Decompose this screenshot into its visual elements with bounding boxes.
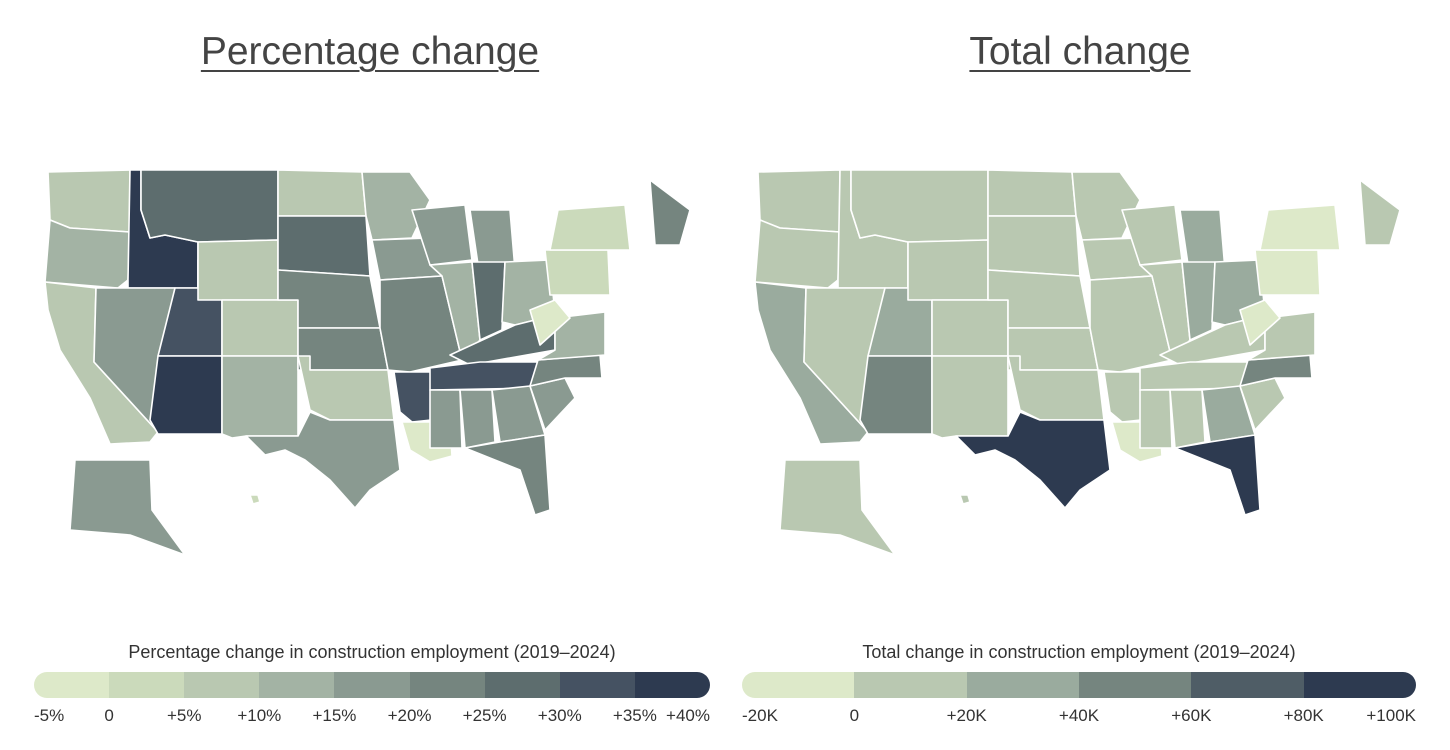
- state-wa: [47, 169, 131, 233]
- state-ok: [297, 355, 395, 421]
- legend-tick-label: +60K: [1171, 706, 1212, 725]
- state-pa: [544, 249, 611, 296]
- legend-swatch: [1303, 672, 1416, 698]
- state-fl: [1174, 434, 1261, 516]
- state-tx: [245, 411, 401, 509]
- legend-swatch: [334, 672, 410, 698]
- state-mt: [850, 169, 989, 243]
- state-wy: [907, 239, 989, 301]
- legend-swatch: [1078, 672, 1192, 698]
- state-ak: [69, 459, 186, 556]
- legend-tick-label: +80K: [1283, 706, 1324, 725]
- legend-tick-label: +20K: [946, 706, 987, 725]
- state-wv: [529, 299, 571, 346]
- state-ms: [429, 389, 463, 449]
- legend-title-percentage: Percentage change in construction employ…: [128, 642, 616, 662]
- state-az: [859, 355, 933, 435]
- state-me: [1359, 179, 1401, 246]
- state-wi: [411, 204, 473, 266]
- state-wa: [757, 169, 841, 233]
- state-mt: [140, 169, 279, 243]
- state-co: [931, 299, 1009, 357]
- state-hi: [959, 494, 971, 505]
- panel-title-total: Total change: [969, 30, 1191, 73]
- state-sd: [277, 215, 371, 277]
- state-me: [649, 179, 691, 246]
- state-ak: [779, 459, 896, 556]
- state-al: [459, 389, 496, 449]
- legend-swatch: [484, 672, 560, 698]
- legend-tick-label: +5%: [166, 706, 202, 725]
- legend-tick-label: +20%: [387, 706, 432, 725]
- legend-swatch: [966, 672, 1079, 698]
- state-nd: [987, 169, 1077, 217]
- legend-swatch: [742, 672, 855, 698]
- legend-swatch: [184, 672, 260, 698]
- state-ny: [1259, 204, 1341, 251]
- state-va: [537, 311, 606, 361]
- state-nd: [277, 169, 367, 217]
- legend-tick-label: +10%: [237, 706, 282, 725]
- legend-tick-label: +100K: [1366, 706, 1416, 725]
- legend-swatch: [1191, 672, 1304, 698]
- state-ms: [1139, 389, 1173, 449]
- state-pa: [1254, 249, 1321, 296]
- state-va: [1247, 311, 1316, 361]
- legend-swatch: [854, 672, 967, 698]
- state-az: [149, 355, 223, 435]
- state-wi: [1121, 204, 1183, 266]
- state-fl: [464, 434, 551, 516]
- state-ks: [1007, 327, 1099, 371]
- legend-title-total: Total change in construction employment …: [862, 642, 1296, 662]
- state-ks: [297, 327, 389, 371]
- legend-tick-label: -20K: [742, 706, 778, 725]
- legend-swatch: [559, 672, 635, 698]
- legend-swatch: [634, 672, 710, 698]
- state-in: [1181, 261, 1216, 341]
- legend-tick-label: 0: [104, 706, 114, 725]
- map-percentage-change: [44, 169, 691, 556]
- state-co: [221, 299, 299, 357]
- state-wv: [1239, 299, 1281, 346]
- legend-tick-label: +15%: [312, 706, 357, 725]
- state-al: [1169, 389, 1206, 449]
- legend-colorbar-percentage: [34, 672, 710, 698]
- state-tx: [955, 411, 1111, 509]
- state-nm: [221, 355, 299, 439]
- legend-swatch: [409, 672, 485, 698]
- legend-tick-label: +40K: [1058, 706, 1100, 725]
- legend-tick-label: +25%: [462, 706, 507, 725]
- state-ok: [1007, 355, 1105, 421]
- state-nm: [931, 355, 1009, 439]
- legend-swatch: [34, 672, 110, 698]
- legend-swatch: [259, 672, 335, 698]
- legend-colorbar-total: [742, 672, 1416, 698]
- state-in: [471, 261, 506, 341]
- state-hi: [249, 494, 261, 505]
- state-sd: [987, 215, 1081, 277]
- legend-swatch: [109, 672, 185, 698]
- legend-tick-label: +40%: [666, 706, 710, 725]
- legend-tick-label: -5%: [34, 706, 65, 725]
- map-total-change: [754, 169, 1401, 556]
- legend-tick-label: +30%: [537, 706, 582, 725]
- legend-tick-label: +35%: [612, 706, 657, 725]
- state-wy: [197, 239, 279, 301]
- panel-title-percentage: Percentage change: [200, 30, 540, 73]
- legend-tick-label: 0: [849, 706, 860, 725]
- state-ny: [549, 204, 631, 251]
